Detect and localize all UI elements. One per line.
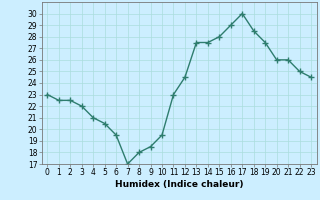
- X-axis label: Humidex (Indice chaleur): Humidex (Indice chaleur): [115, 180, 244, 189]
